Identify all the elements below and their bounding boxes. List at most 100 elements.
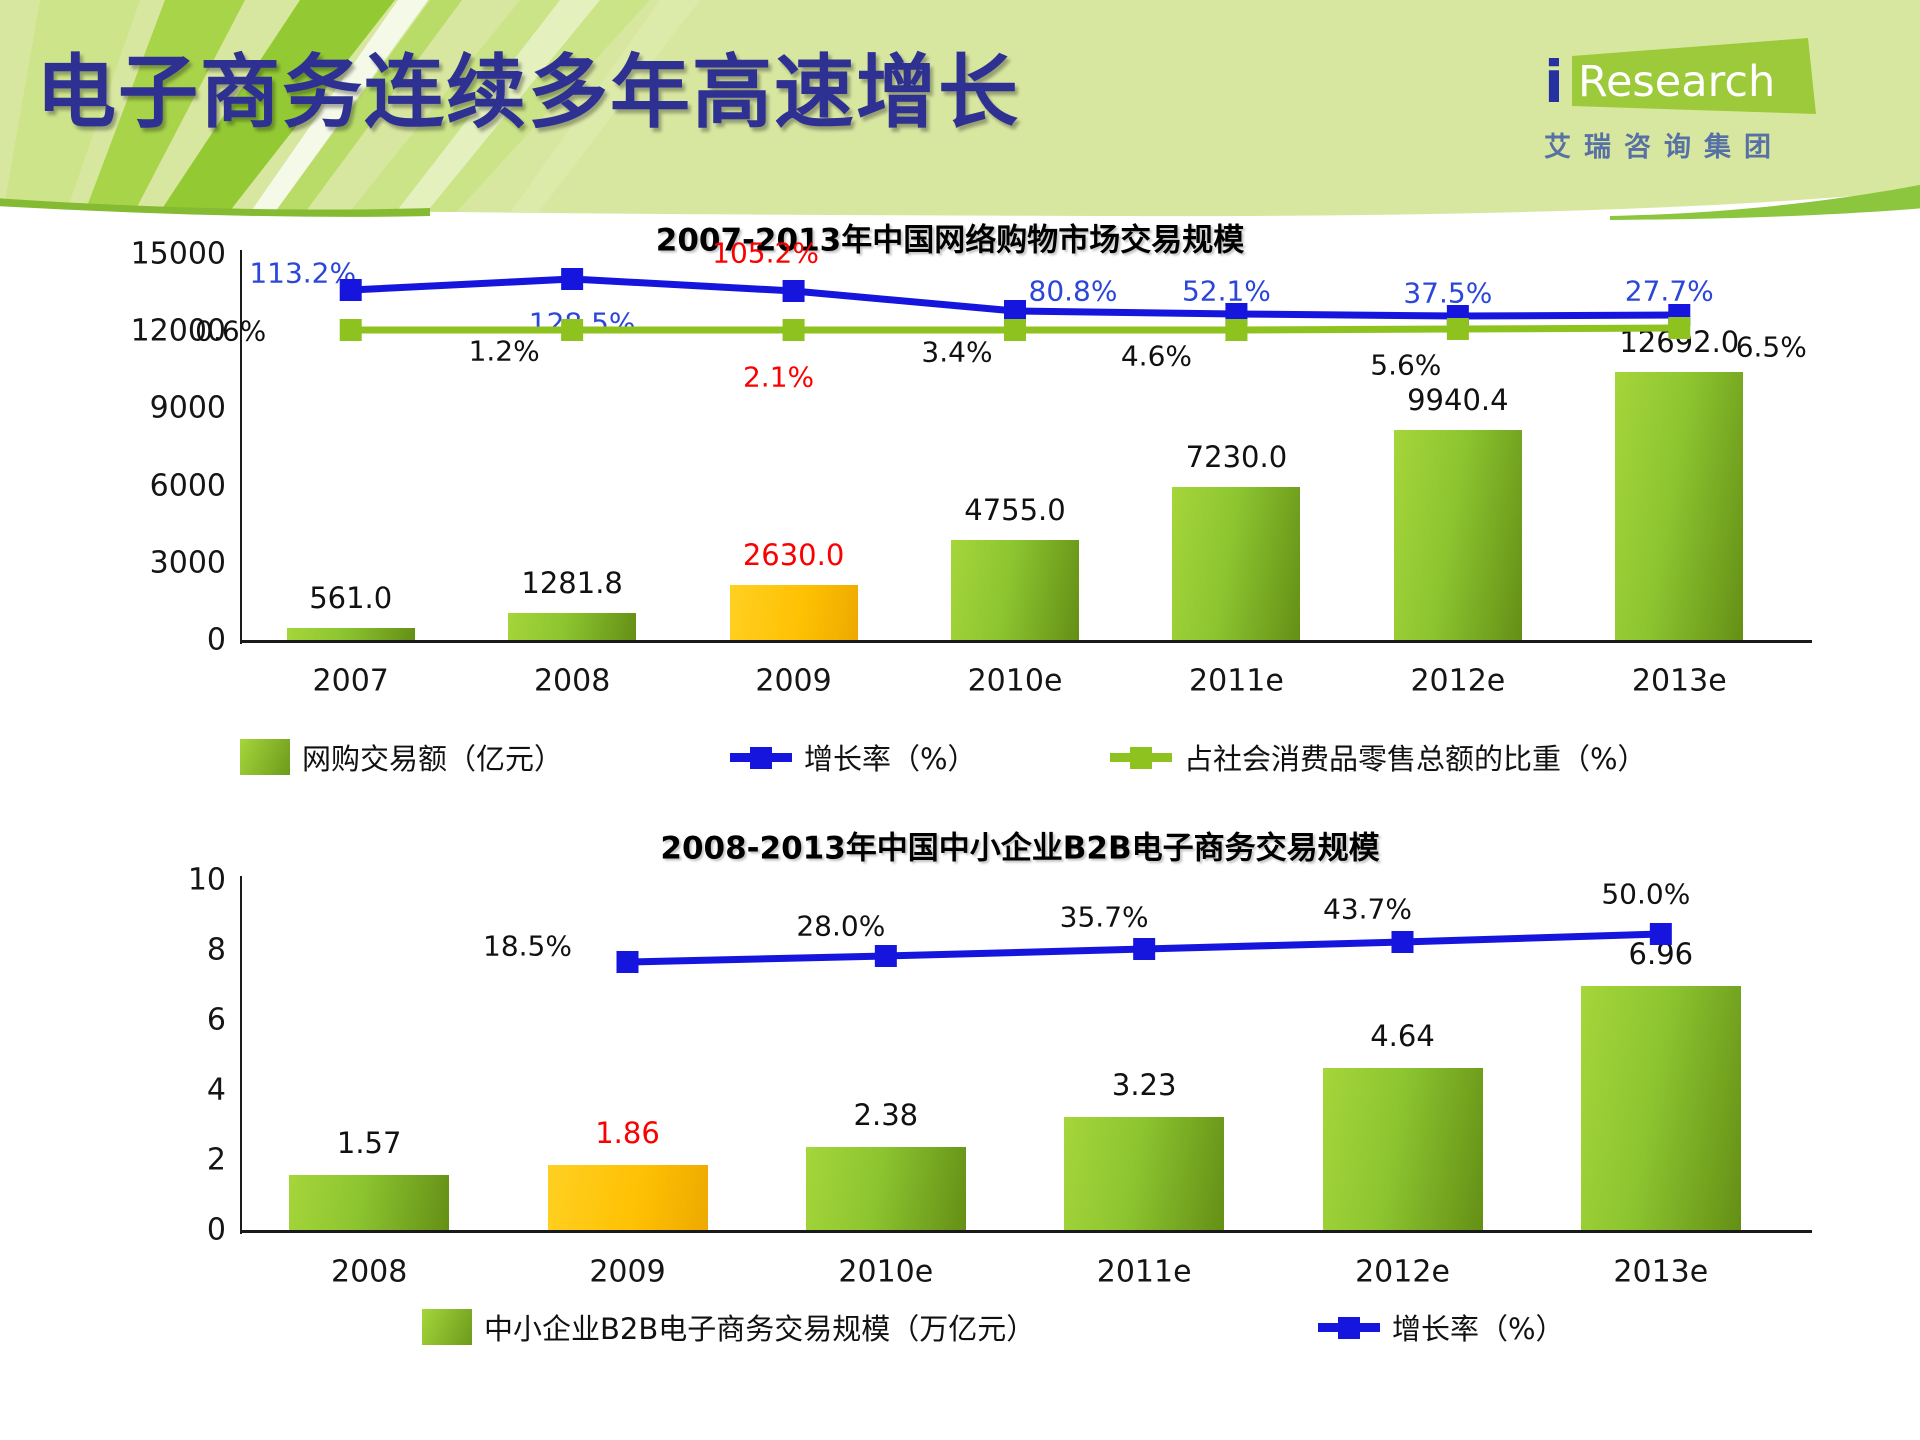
- legend-label: 占社会消费品零售总额的比重（%）: [1184, 742, 1647, 776]
- header-band-decoration: [0, 0, 1920, 220]
- line-marker: [1225, 319, 1248, 341]
- bar-value-label: 7230.0: [1185, 440, 1288, 475]
- line-value-label: 1.2%: [468, 334, 540, 368]
- y-axis-tick-label: 6: [206, 1002, 226, 1038]
- legend-label: 增长率（%）: [804, 742, 977, 776]
- x-axis-category-label: 2013e: [1631, 663, 1727, 699]
- line-value-label: 37.5%: [1403, 276, 1493, 310]
- line-marker: [1004, 319, 1026, 341]
- x-axis-category-label: 2011e: [1189, 663, 1284, 699]
- y-axis-line: [240, 250, 242, 644]
- legend-label: 中小企业B2B电子商务交易规模（万亿元）: [484, 1312, 1036, 1346]
- x-axis-category-label: 2008: [533, 663, 611, 699]
- legend-label: 增长率（%）: [1392, 1312, 1565, 1346]
- x-axis-category-label: 2010e: [838, 1254, 934, 1290]
- logo-i-mark: i: [1544, 48, 1564, 116]
- y-axis-tick-label: 2: [206, 1142, 226, 1178]
- y-axis-tick-label: 10: [187, 862, 226, 898]
- bar-2009: [729, 584, 858, 640]
- bar-value-label: 1.86: [595, 1115, 660, 1150]
- chart-title: 2007-2013年中国网络购物市场交易规模: [655, 222, 1245, 259]
- line-value-label: 113.2%: [249, 256, 357, 290]
- y-axis-tick-label: 0: [206, 1212, 226, 1248]
- bar-2009: [547, 1164, 708, 1230]
- line-marker: [1133, 938, 1156, 960]
- legend-item: 网购交易额（亿元）: [240, 737, 563, 777]
- x-axis-category-label: 2008: [330, 1254, 408, 1290]
- line-value-label: 80.8%: [1028, 274, 1118, 308]
- bar-value-label: 12692.0: [1619, 325, 1740, 360]
- bar-value-label: 4755.0: [964, 492, 1066, 527]
- y-axis-tick-label: 6000: [149, 468, 226, 504]
- line-marker: [1446, 318, 1469, 340]
- x-axis-category-label: 2012e: [1355, 1254, 1450, 1290]
- bar-value-label: 3.23: [1111, 1067, 1177, 1102]
- bar-value-label: 561.0: [309, 581, 393, 616]
- bar-2013e: [1580, 986, 1741, 1230]
- line-value-label: 3.4%: [921, 335, 993, 369]
- line-value-label: 105.2%: [712, 236, 819, 270]
- iresearch-logo: i Research 艾瑞咨询集团: [1544, 38, 1816, 163]
- bar-value-label: 1.57: [336, 1126, 402, 1161]
- y-axis-tick-label: 0: [206, 622, 226, 658]
- x-axis-category-label: 2012e: [1410, 663, 1506, 699]
- bar-value-label: 4.64: [1370, 1018, 1435, 1053]
- bar-value-label: 6.96: [1628, 937, 1694, 972]
- line-value-label: 52.1%: [1181, 274, 1271, 308]
- line-value-label: 4.6%: [1120, 339, 1192, 373]
- grass-stripes: [0, 0, 700, 217]
- logo-green-shape: [1572, 38, 1816, 114]
- line-value-label: 0.6%: [195, 314, 267, 348]
- y-axis-tick-label: 15000: [130, 236, 226, 272]
- bar-value-label: 1281.8: [521, 565, 623, 600]
- legend-marker-line-blue: [730, 739, 792, 775]
- line-marker: [782, 319, 805, 341]
- x-axis-category-label: 2007: [312, 663, 389, 699]
- x-axis-category-label: 2010e: [967, 663, 1063, 699]
- y-axis-tick-label: 4: [206, 1072, 226, 1108]
- legend-marker-line-green: [1110, 739, 1172, 775]
- bar-2007: [286, 628, 415, 640]
- line-marker: [874, 945, 897, 967]
- bar-2010e: [805, 1146, 966, 1230]
- legend-item: 中小企业B2B电子商务交易规模（万亿元）: [422, 1307, 1035, 1347]
- logo-wordmark: Research: [1578, 57, 1775, 107]
- line-value-label: 18.5%: [483, 929, 572, 963]
- logo-subtitle: 艾瑞咨询集团: [1544, 131, 1784, 163]
- bar-2008: [289, 1175, 450, 1230]
- line-marker: [339, 319, 362, 341]
- line-value-label: 2.1%: [742, 360, 815, 394]
- line-marker: [1391, 931, 1414, 953]
- y-axis-tick-label: 9000: [149, 390, 226, 426]
- slide-title: 电子商务连续多年高速增长: [36, 46, 1020, 139]
- y-axis-tick-label: 3000: [149, 545, 226, 581]
- x-axis-line: [240, 640, 1812, 643]
- bar-2012e: [1393, 430, 1522, 640]
- y-axis-tick-label: 8: [206, 932, 226, 968]
- x-axis-category-label: 2013e: [1613, 1254, 1709, 1290]
- line-marker: [561, 268, 584, 290]
- line-value-label: 50.0%: [1601, 877, 1691, 911]
- x-axis-category-label: 2009: [755, 663, 832, 699]
- y-axis-line: [240, 876, 242, 1234]
- bar-2008: [508, 612, 637, 640]
- line-marker: [1004, 300, 1026, 322]
- line-value-label: 28.0%: [796, 909, 886, 943]
- legend-swatch-bar: [240, 739, 290, 775]
- line-value-label: 6.5%: [1735, 330, 1807, 364]
- line-value-label: 5.6%: [1370, 348, 1442, 382]
- legend-swatch-bar: [422, 1309, 472, 1345]
- bar-2012e: [1322, 1067, 1483, 1230]
- x-axis-line: [240, 1230, 1812, 1233]
- line-value-label: 43.7%: [1323, 892, 1412, 926]
- y-axis-tick-label: 12000: [130, 313, 226, 349]
- line-value-label: 35.7%: [1059, 900, 1149, 934]
- legend-item: 占社会消费品零售总额的比重（%）: [1110, 737, 1647, 777]
- line-marker: [782, 280, 805, 302]
- line-value-label: 27.7%: [1624, 274, 1714, 308]
- chart-title: 2008-2013年中国中小企业B2B电子商务交易规模: [660, 830, 1380, 867]
- line-marker: [616, 951, 639, 973]
- x-axis-category-label: 2009: [589, 1254, 666, 1290]
- legend-marker-line-blue: [1318, 1309, 1380, 1345]
